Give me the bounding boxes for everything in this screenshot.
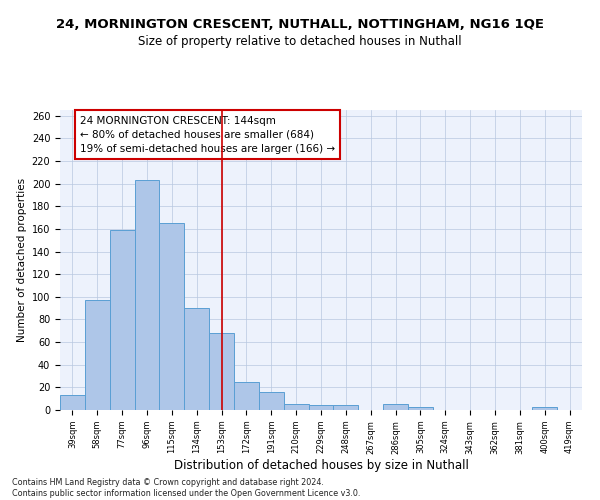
Text: Size of property relative to detached houses in Nuthall: Size of property relative to detached ho… <box>138 35 462 48</box>
Bar <box>134 180 160 410</box>
Bar <box>209 333 234 410</box>
Bar <box>110 230 134 410</box>
Bar <box>383 404 408 410</box>
Bar <box>60 396 85 410</box>
Text: Contains HM Land Registry data © Crown copyright and database right 2024.
Contai: Contains HM Land Registry data © Crown c… <box>12 478 361 498</box>
X-axis label: Distribution of detached houses by size in Nuthall: Distribution of detached houses by size … <box>173 459 469 472</box>
Y-axis label: Number of detached properties: Number of detached properties <box>17 178 28 342</box>
Bar <box>160 223 184 410</box>
Text: 24, MORNINGTON CRESCENT, NUTHALL, NOTTINGHAM, NG16 1QE: 24, MORNINGTON CRESCENT, NUTHALL, NOTTIN… <box>56 18 544 30</box>
Bar <box>284 404 308 410</box>
Bar <box>532 406 557 410</box>
Bar <box>259 392 284 410</box>
Bar <box>408 406 433 410</box>
Bar <box>234 382 259 410</box>
Bar <box>334 406 358 410</box>
Bar <box>308 406 334 410</box>
Bar <box>85 300 110 410</box>
Bar <box>184 308 209 410</box>
Text: 24 MORNINGTON CRESCENT: 144sqm
← 80% of detached houses are smaller (684)
19% of: 24 MORNINGTON CRESCENT: 144sqm ← 80% of … <box>80 116 335 154</box>
